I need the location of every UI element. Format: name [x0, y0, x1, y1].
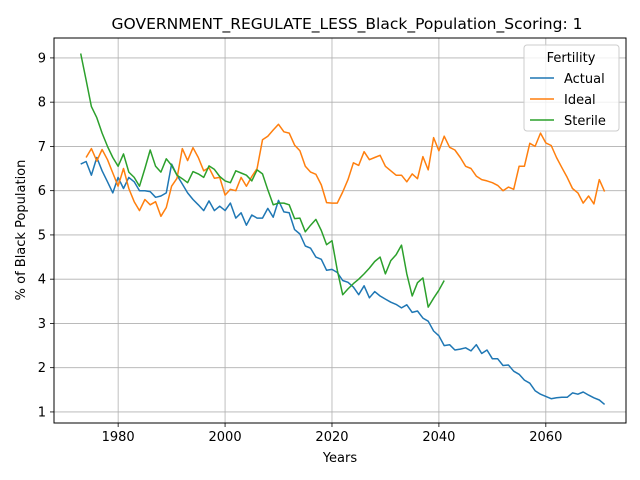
series-line-actual — [80, 156, 606, 405]
series-line-ideal — [85, 123, 606, 218]
legend-items: Actual Ideal Sterile — [530, 72, 606, 129]
legend-label-sterile: Sterile — [564, 114, 606, 129]
y-axis-ticks: 1 2 3 4 5 6 7 8 9 — [38, 51, 54, 420]
y-tick-label: 3 — [38, 317, 46, 332]
plot-area-frame — [53, 37, 627, 424]
x-tick-label: 2020 — [315, 430, 348, 445]
x-tick-label: 2060 — [529, 430, 562, 445]
y-tick-label: 9 — [38, 51, 46, 66]
x-tick-label: 2000 — [209, 430, 242, 445]
x-axis-ticks: 1980 2000 2020 2040 2060 — [102, 423, 562, 445]
x-axis-label: Years — [322, 451, 358, 466]
y-tick-label: 2 — [38, 361, 46, 376]
chart-title: GOVERNMENT_REGULATE_LESS_Black_Populatio… — [112, 15, 583, 34]
legend-title: Fertility — [547, 51, 596, 66]
legend-box — [523, 44, 620, 132]
x-tick-label: 2040 — [422, 430, 455, 445]
x-tick-label: 1980 — [102, 430, 135, 445]
y-axis-label: % of Black Population — [14, 160, 29, 301]
y-tick-label: 7 — [38, 140, 46, 155]
y-tick-label: 5 — [38, 228, 46, 243]
series-line-sterile — [79, 53, 445, 308]
legend: Fertility Actual Ideal Sterile — [523, 44, 620, 132]
grid-lines — [54, 38, 626, 423]
y-tick-label: 4 — [38, 273, 46, 288]
legend-label-actual: Actual — [564, 72, 605, 87]
series-layer — [79, 53, 606, 405]
y-tick-label: 8 — [38, 96, 46, 111]
y-tick-label: 6 — [38, 184, 46, 199]
legend-label-ideal: Ideal — [564, 93, 596, 108]
y-tick-label: 1 — [38, 405, 46, 420]
